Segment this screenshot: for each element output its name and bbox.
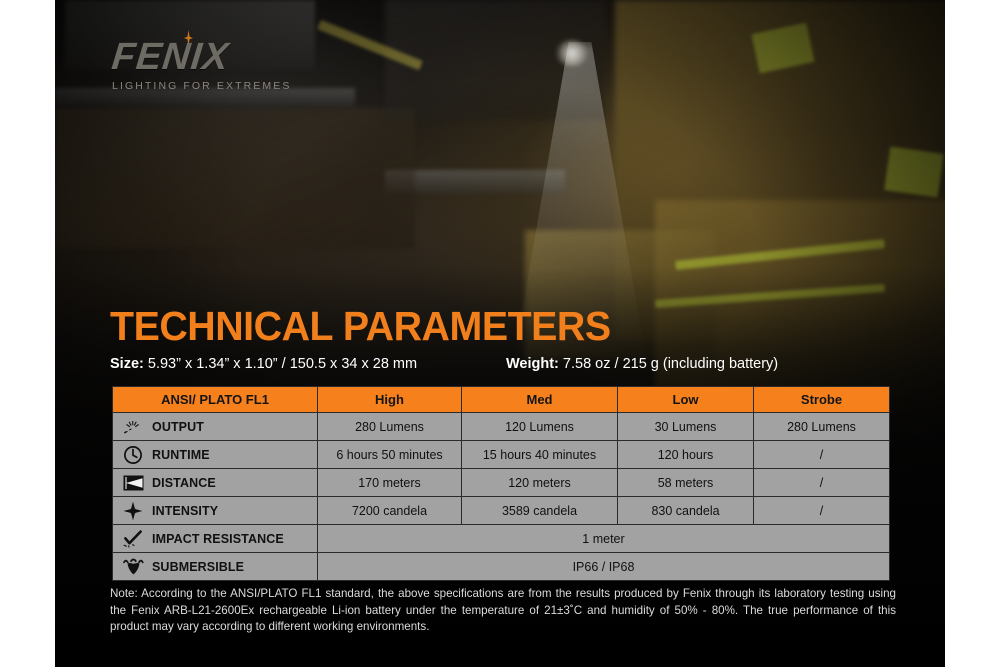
fenix-wordmark: FENIX bbox=[109, 36, 232, 78]
table-header-strobe: Strobe bbox=[753, 386, 890, 413]
page-title: TECHNICAL PARAMETERS bbox=[110, 303, 611, 349]
light-burst-icon bbox=[122, 417, 144, 437]
value-cell: 120 hours bbox=[617, 440, 754, 469]
size-weight-line: Size: 5.93” x 1.34” x 1.10” / 150.5 x 34… bbox=[110, 356, 900, 372]
size-spec: Size: 5.93” x 1.34” x 1.10” / 150.5 x 34… bbox=[110, 356, 506, 372]
table-row: INTENSITY 7200 candela 3589 candela 830 can… bbox=[112, 496, 890, 525]
parameter-inner: INTENSITY bbox=[122, 501, 313, 521]
parameter-cell: SUBMERSIBLE bbox=[112, 552, 318, 581]
parameter-inner: SUBMERSIBLE bbox=[122, 557, 313, 577]
table-header-low: Low bbox=[617, 386, 754, 413]
table-header-ansi: ANSI/ PLATO FL1 bbox=[112, 386, 318, 413]
table-header-med: Med bbox=[461, 386, 618, 413]
parameter-label: IMPACT RESISTANCE bbox=[152, 531, 284, 546]
fenix-logo: FENIX LIGHTING FOR EXTREMES bbox=[109, 30, 292, 92]
parameter-label: OUTPUT bbox=[152, 419, 204, 434]
value-cell: 1 meter bbox=[317, 524, 890, 553]
parameter-cell: INTENSITY bbox=[112, 496, 318, 525]
weight-value: 7.58 oz / 215 g (including battery) bbox=[562, 356, 779, 372]
table-row: SUBMERSIBLE IP66 / IP68 bbox=[112, 552, 890, 581]
table-row: DISTANCE 170 meters 120 meters 58 meters / bbox=[112, 468, 890, 497]
parameter-label: INTENSITY bbox=[152, 503, 219, 518]
technical-parameters-table: ANSI/ PLATO FL1 High Med Low Strobe OUTP… bbox=[112, 386, 890, 581]
beam-distance-icon bbox=[122, 473, 144, 493]
weight-spec: Weight: 7.58 oz / 215 g (including batte… bbox=[506, 356, 778, 372]
parameter-cell: RUNTIME bbox=[112, 440, 318, 469]
parameter-label: SUBMERSIBLE bbox=[152, 559, 245, 574]
value-cell: 58 meters bbox=[617, 468, 754, 497]
value-cell: IP66 / IP68 bbox=[317, 552, 890, 581]
table-body: OUTPUT 280 Lumens 120 Lumens 30 Lumens 280 L… bbox=[112, 412, 890, 581]
value-cell: / bbox=[753, 440, 890, 469]
parameter-inner: RUNTIME bbox=[122, 445, 313, 465]
value-cell: 15 hours 40 minutes bbox=[461, 440, 618, 469]
intensity-crosshair-icon bbox=[122, 501, 144, 521]
parameter-inner: IMPACT RESISTANCE bbox=[122, 529, 313, 549]
table-row: IMPACT RESISTANCE 1 meter bbox=[112, 524, 890, 553]
parameter-inner: OUTPUT bbox=[122, 417, 313, 437]
parameter-label: RUNTIME bbox=[152, 447, 210, 462]
table-header-row: ANSI/ PLATO FL1 High Med Low Strobe bbox=[112, 386, 890, 413]
clock-icon bbox=[122, 445, 144, 465]
parameter-cell: IMPACT RESISTANCE bbox=[112, 524, 318, 553]
value-cell: 830 candela bbox=[617, 496, 754, 525]
value-cell: 7200 candela bbox=[317, 496, 462, 525]
footnote-note: Note: According to the ANSI/PLATO FL1 st… bbox=[110, 587, 896, 633]
impact-check-icon bbox=[122, 529, 144, 549]
spark-icon bbox=[184, 30, 193, 46]
value-cell: 170 meters bbox=[317, 468, 462, 497]
value-cell: 120 meters bbox=[461, 468, 618, 497]
value-cell: / bbox=[753, 496, 890, 525]
value-cell: 3589 candela bbox=[461, 496, 618, 525]
value-cell: 280 Lumens bbox=[317, 412, 462, 441]
value-cell: 280 Lumens bbox=[753, 412, 890, 441]
parameter-cell: DISTANCE bbox=[112, 468, 318, 497]
value-cell: / bbox=[753, 468, 890, 497]
fenix-tagline: LIGHTING FOR EXTREMES bbox=[112, 80, 292, 92]
value-cell: 30 Lumens bbox=[617, 412, 754, 441]
table-header-high: High bbox=[317, 386, 462, 413]
value-cell: 6 hours 50 minutes bbox=[317, 440, 462, 469]
size-label: Size: bbox=[110, 356, 144, 372]
size-value: 5.93” x 1.34” x 1.10” / 150.5 x 34 x 28 … bbox=[147, 356, 418, 372]
parameter-label: DISTANCE bbox=[152, 475, 216, 490]
parameter-inner: DISTANCE bbox=[122, 473, 313, 493]
water-drop-icon bbox=[122, 557, 144, 577]
weight-label: Weight: bbox=[506, 356, 559, 372]
value-cell: 120 Lumens bbox=[461, 412, 618, 441]
parameter-cell: OUTPUT bbox=[112, 412, 318, 441]
table-row: OUTPUT 280 Lumens 120 Lumens 30 Lumens 280 L… bbox=[112, 412, 890, 441]
table-row: RUNTIME 6 hours 50 minutes 15 hours 40 min… bbox=[112, 440, 890, 469]
